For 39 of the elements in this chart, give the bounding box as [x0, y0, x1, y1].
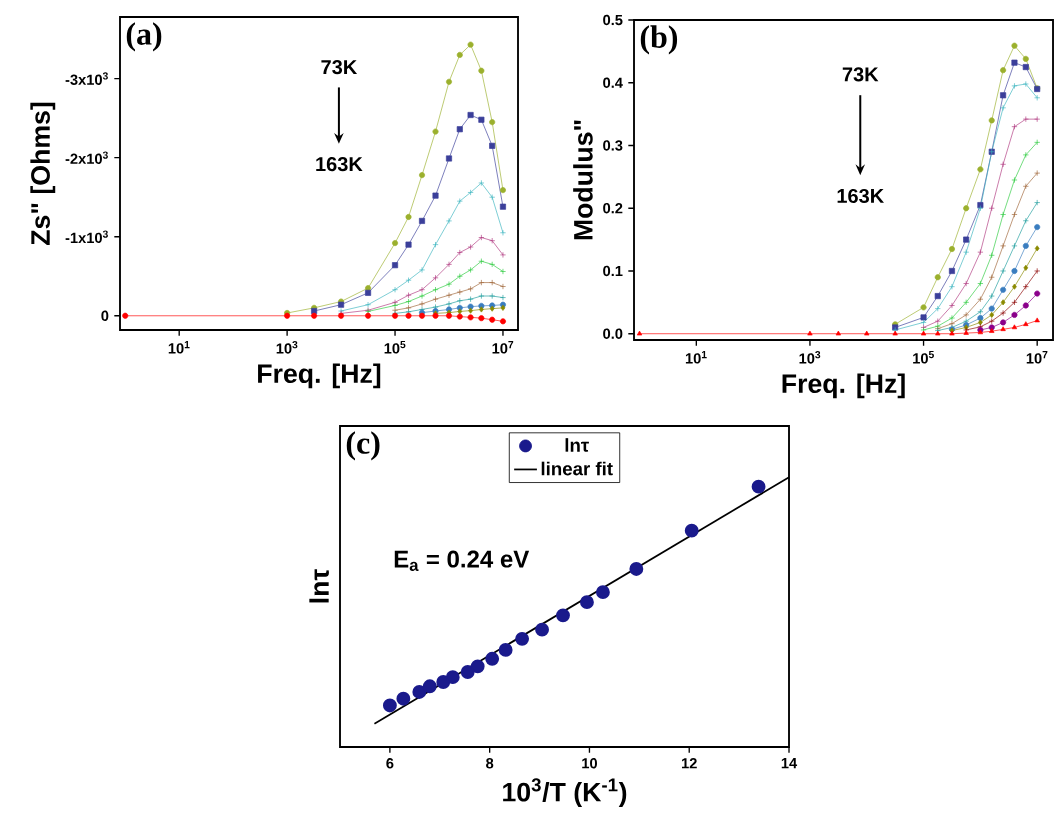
annotation: E$_{a}$ = 0.24 eV [394, 550, 530, 572]
x-tick-label: 10$^{3}$ [276, 341, 298, 354]
chart-title: (a) [126, 22, 162, 52]
y-tick-label: 0.2 [603, 203, 623, 214]
legend-label: lnτ [565, 438, 589, 452]
y-tick-label: 0.3 [603, 140, 623, 151]
chart-title: (c) [346, 431, 380, 461]
x-tick-label: 10$^{7}$ [1026, 351, 1048, 364]
x-axis-title: Freq. [Hz] [782, 373, 905, 399]
y-tick-label: 0 [101, 310, 109, 321]
y-tick-label: 0.0 [603, 328, 623, 339]
y-tick-label: 0.4 [603, 77, 623, 88]
x-axis-title: Freq. [Hz] [258, 363, 381, 389]
y-axis-title: Zs" [Ohms] [30, 102, 56, 245]
x-tick-label: 10 [582, 758, 597, 769]
x-tick-label: 10$^{3}$ [799, 351, 821, 364]
x-tick-label: 12 [681, 758, 697, 769]
x-tick-label: 10$^{1}$ [168, 341, 190, 354]
x-tick-label: 6 [386, 758, 394, 769]
y-tick-label: -2x10$^{3}$ [65, 151, 108, 164]
y-axis-title: lnτ [309, 569, 329, 603]
x-tick-label: 10$^{5}$ [913, 351, 934, 364]
y-tick-label: 0.5 [603, 14, 623, 26]
x-tick-label: 14 [781, 758, 798, 769]
x-tick-label: 10$^{1}$ [685, 351, 707, 364]
annotation: 73K [842, 67, 879, 82]
x-tick-label: 10$^{7}$ [492, 341, 514, 354]
annotation: 163K [316, 157, 363, 172]
x-tick-label: 8 [486, 758, 494, 769]
chart-title: (b) [640, 25, 678, 55]
legend-label: linear fit [541, 461, 613, 476]
annotation: 73K [321, 59, 358, 75]
annotation: 163K [837, 188, 884, 204]
x-axis-title: 10$^{3}$/T (K$^{-1}$) [503, 778, 627, 807]
x-tick-label: 10$^{5}$ [384, 341, 406, 354]
y-tick-label: 0.1 [603, 265, 623, 277]
y-tick-label: -1x10$^{3}$ [65, 230, 108, 244]
y-tick-label: -3x10$^{3}$ [65, 72, 108, 85]
y-axis-title: Modulus" [573, 120, 593, 240]
